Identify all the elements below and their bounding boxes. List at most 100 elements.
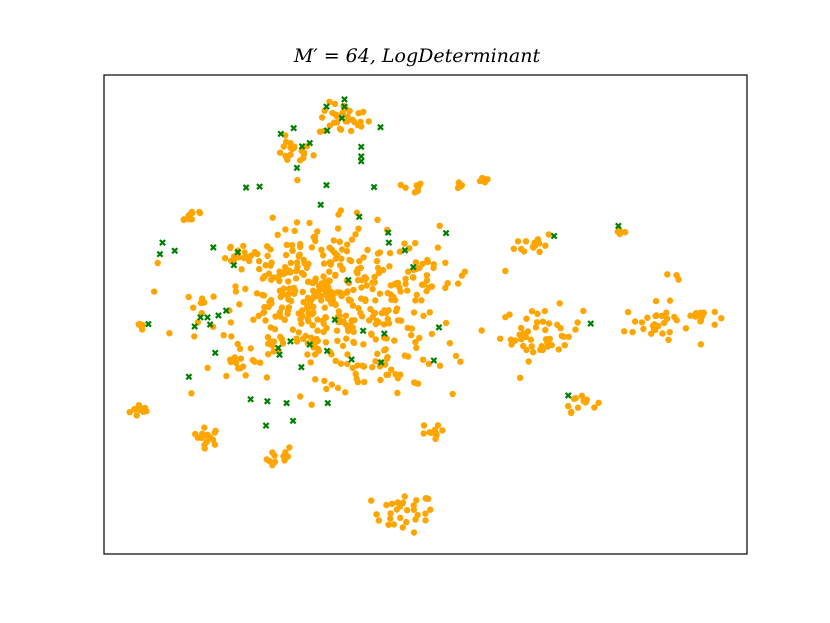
scatter-point-63 [414, 511, 421, 519]
selected-point-18 [317, 201, 325, 209]
scatter-point-111 [321, 107, 328, 114]
scatter-point-120 [344, 116, 352, 124]
scatter-point-416 [332, 255, 340, 262]
scatter-point-427 [310, 309, 317, 316]
scatter-point-105 [347, 127, 355, 135]
scatter-point-113 [365, 118, 372, 125]
scatter-point-324 [287, 259, 294, 267]
scatter-point-432 [375, 269, 383, 277]
scatter-point-639 [304, 351, 311, 358]
selected-point-2 [341, 103, 348, 110]
scatter-point-222 [711, 308, 718, 316]
scatter-point-24 [192, 430, 199, 438]
scatter-point-708 [312, 376, 319, 383]
scatter-point-720 [342, 389, 349, 396]
scatter-point-543 [397, 317, 405, 324]
scatter-point-278 [539, 346, 546, 353]
scatter-point-532 [385, 320, 393, 327]
scatter-point-177 [675, 276, 682, 283]
scatter-point-714 [328, 381, 335, 388]
scatter-point-484 [396, 248, 404, 255]
selected-point-33 [197, 313, 204, 321]
scatter-point-258 [523, 315, 530, 322]
scatter-point-406 [232, 288, 240, 295]
scatter-point-463 [242, 285, 249, 293]
scatter-point-53 [368, 497, 375, 504]
scatter-point-759 [461, 268, 469, 275]
scatter-point-244 [478, 327, 485, 334]
scatter-point-240 [508, 341, 515, 348]
scatter-point-705 [388, 366, 395, 373]
selected-point-14 [370, 183, 378, 191]
scatter-point-716 [343, 335, 350, 342]
scatter-point-291 [236, 301, 243, 308]
scatter-point-699 [292, 267, 300, 275]
scatter-point-659 [308, 401, 315, 408]
scatter-point-548 [288, 242, 296, 249]
scatter-point-156 [522, 238, 530, 245]
selected-point-8 [306, 139, 314, 147]
scatter-point-339 [227, 319, 235, 326]
selected-point-35 [191, 323, 199, 330]
scatter-point-242 [555, 346, 562, 353]
scatter-point-262 [516, 374, 524, 381]
selected-point-15 [323, 181, 330, 189]
scatter-point-646 [286, 268, 293, 275]
scatter-point-565 [454, 280, 462, 287]
scatter-point-42 [373, 511, 380, 518]
scatter-point-128 [411, 189, 418, 196]
scatter-point-513 [342, 312, 350, 319]
scatter-point-123 [402, 184, 409, 191]
scatter-point-39 [422, 517, 429, 524]
selected-point-13 [357, 157, 365, 165]
scatter-point-361 [285, 278, 292, 285]
scatter-point-665 [347, 297, 354, 304]
scatter-point-353 [363, 282, 370, 289]
scatter-point-775 [255, 258, 263, 265]
scatter-point-208 [638, 319, 646, 326]
scatter-point-669 [249, 356, 257, 364]
scatter-point-196 [697, 341, 704, 348]
scatter-point-187 [583, 396, 590, 403]
scatter-point-563 [320, 273, 327, 280]
selected-point-45 [274, 344, 282, 352]
scatter-point-9 [136, 406, 144, 414]
scatter-point-249 [572, 326, 579, 333]
scatter-point-171 [622, 229, 629, 236]
scatter-point-160 [514, 238, 522, 245]
scatter-point-193 [663, 309, 670, 316]
scatter-point-682 [288, 297, 295, 305]
scatter-point-579 [358, 284, 365, 291]
scatter-point-726 [411, 379, 419, 386]
scatter-point-140 [476, 177, 484, 185]
scatter-point-202 [640, 325, 647, 333]
scatter-point-566 [404, 324, 411, 331]
scatter-point-221 [711, 321, 718, 328]
scatter-point-205 [665, 336, 672, 343]
scatter-point-492 [304, 315, 311, 322]
scatter-point-255 [534, 310, 541, 317]
scatter-point-393 [386, 249, 394, 257]
scatter-point-159 [510, 245, 517, 252]
scatter-point-79 [310, 152, 317, 159]
scatter-point-367 [294, 176, 301, 184]
chart-title: M′ = 64, LogDeterminant [293, 45, 541, 67]
scatter-point-574 [309, 322, 316, 329]
scatter-point-78 [282, 138, 290, 146]
scatter-point-752 [442, 284, 449, 292]
scatter-point-704 [334, 384, 342, 392]
scatter-point-362 [321, 304, 328, 311]
scatter-point-15 [211, 429, 218, 436]
scatter-point-26 [204, 431, 211, 438]
selected-point-5 [290, 124, 298, 132]
scatter-point-437 [364, 246, 371, 254]
scatter-point-628 [350, 328, 357, 336]
scatter-point-346 [238, 266, 245, 273]
scatter-point-241 [561, 342, 568, 349]
scatter-point-8 [133, 412, 140, 419]
scatter-point-216 [660, 319, 668, 327]
scatter-point-501 [338, 246, 346, 253]
scatter-point-653 [267, 262, 274, 269]
scatter-point-65 [401, 493, 408, 500]
selected-point-43 [331, 316, 339, 324]
